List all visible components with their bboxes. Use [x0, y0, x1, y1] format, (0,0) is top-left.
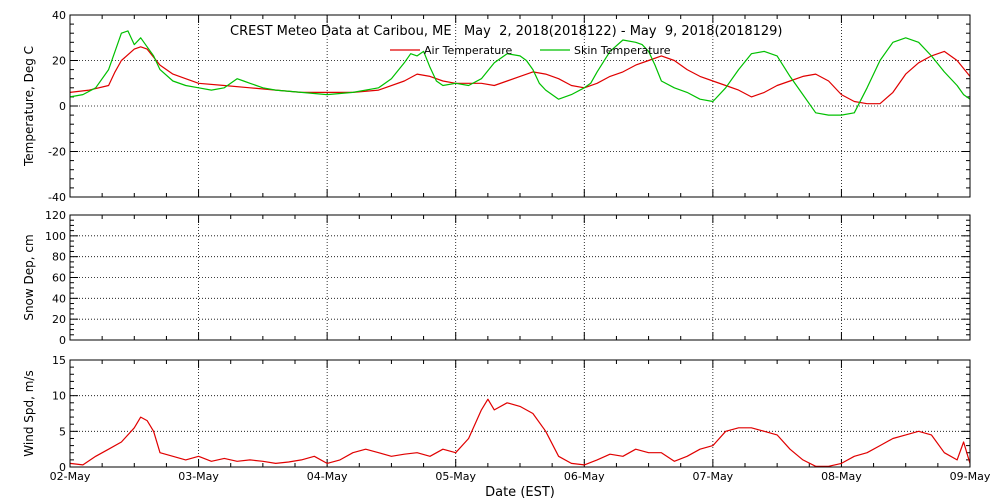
chart-title: CREST Meteo Data at Caribou, ME May 2, 2…	[230, 24, 783, 39]
y-tick-label: -20	[48, 146, 66, 159]
legend-label: Air Temperature	[424, 44, 513, 57]
plot-frame	[69, 214, 971, 341]
air-temperature-line	[69, 46, 971, 105]
y-tick-label: 0	[59, 461, 66, 474]
wind-speed-panel: 15 10 5 002-May 03-May 04-May 05-May 06-May 07-M…	[22, 354, 991, 483]
y-tick-label: 0	[59, 100, 66, 113]
y-axis-label: Snow Dep, cm	[22, 234, 36, 320]
x-tick-label: 02-May	[50, 470, 91, 483]
y-tick-label: 40	[52, 9, 66, 22]
x-tick-label: 03-May	[178, 470, 219, 483]
x-tick-label: 04-May	[307, 470, 348, 483]
x-tick-label: 07-May	[692, 470, 733, 483]
y-tick-label: 20	[52, 55, 66, 68]
plot-frame	[69, 14, 971, 198]
y-tick-label: 100	[45, 230, 66, 243]
y-tick-label: -40	[48, 191, 66, 204]
legend-label: Skin Temperature	[574, 44, 671, 57]
x-tick-label: 05-May	[435, 470, 476, 483]
x-tick-label: 06-May	[564, 470, 605, 483]
y-tick-label: 0	[59, 334, 66, 347]
temperature-panel: 40 20 0 -20 -40 Air Temperature Skin Temperatu…	[22, 9, 971, 204]
y-axis-label: Temperature, Deg C	[22, 46, 36, 167]
y-tick-label: 40	[52, 292, 66, 305]
plot-frame	[69, 359, 971, 468]
x-tick-label: 08-May	[821, 470, 862, 483]
snow-depth-panel: 120 100 80 60 40 20 0 Snow Dep, cm	[22, 209, 971, 347]
y-tick-label: 60	[52, 272, 66, 285]
y-tick-label: 80	[52, 251, 66, 264]
y-tick-label: 10	[52, 390, 66, 403]
y-tick-label: 5	[59, 425, 66, 438]
y-axis-label: Wind Spd, m/s	[22, 370, 36, 456]
series-line-0	[69, 398, 971, 467]
y-tick-label: 20	[52, 313, 66, 326]
y-tick-label: 120	[45, 209, 66, 222]
skin-temperature-line	[69, 30, 971, 116]
x-tick-label: 09-May	[950, 470, 991, 483]
x-axis-label: Date (EST)	[485, 485, 555, 500]
y-tick-label: 15	[52, 354, 66, 367]
